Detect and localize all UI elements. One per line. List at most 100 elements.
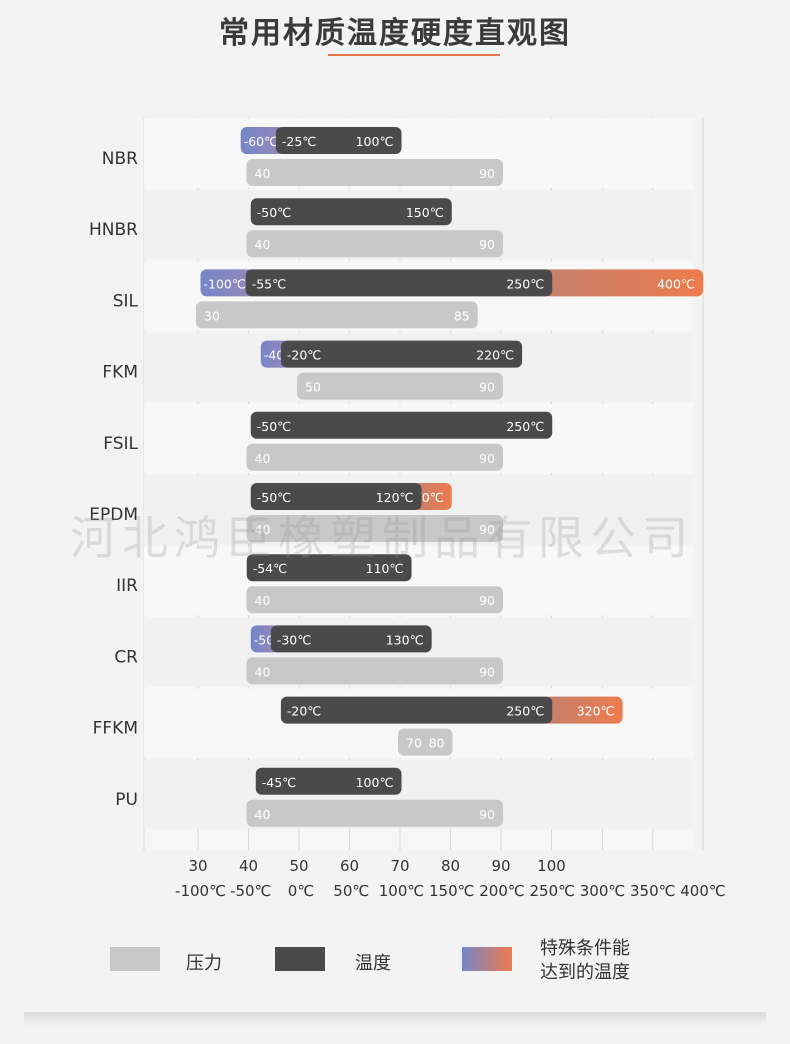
material-label: PU: [115, 790, 138, 810]
temperature-tick-label: 0℃: [288, 882, 314, 900]
temp-max-label: 250℃: [506, 704, 544, 719]
legend-temperature-label: 温度: [355, 953, 391, 974]
hardness-min-label: 30: [204, 308, 220, 323]
chart-title: 常用材质温度硬度直观图: [219, 16, 571, 51]
temp-min-label: -20℃: [287, 348, 321, 363]
hardness-min-label: 40: [255, 451, 271, 466]
hardness-tick-label: 70: [390, 857, 409, 875]
hardness-max-label: 90: [479, 451, 495, 466]
temp-max-label: 120℃: [376, 490, 414, 505]
hardness-max-label: 80: [429, 736, 445, 751]
hardness-max-label: 90: [479, 664, 495, 679]
special-high-bar: [413, 483, 452, 510]
temperature-bar: [280, 696, 553, 724]
hardness-min-label: 40: [255, 664, 271, 679]
hardness-max-label: 85: [454, 308, 470, 323]
temp-min-label: -50℃: [257, 205, 291, 220]
hardness-max-label: 90: [479, 237, 495, 252]
special-low-bar: [200, 269, 254, 297]
hardness-min-label: 40: [255, 522, 271, 537]
temperature-tick-label: -100℃: [175, 882, 226, 900]
material-label: HNBR: [89, 220, 138, 240]
legend-special-label-line2: 达到的温度: [540, 962, 630, 983]
title-underline: [328, 54, 500, 56]
legend-special-label-line1: 特殊条件能: [540, 938, 630, 959]
special-high-label: 320℃: [577, 704, 615, 719]
hardness-tick-label: 60: [340, 857, 359, 875]
hardness-tick-label: 90: [491, 857, 510, 875]
material-label: FSIL: [103, 434, 138, 454]
hardness-tick-label: 30: [188, 857, 207, 875]
temp-max-label: 100℃: [356, 775, 394, 790]
material-label: NBR: [102, 149, 138, 169]
special-low-bar: [240, 127, 284, 154]
hardness-min-label: 40: [255, 807, 271, 822]
pressure-bar: [246, 586, 503, 614]
legend-special-swatch: [462, 947, 512, 971]
watermark: 河北鸿臣橡塑制品有限公司: [70, 511, 694, 565]
material-label: IIR: [116, 576, 138, 596]
temperature-bar: [245, 269, 553, 297]
material-label: CR: [114, 647, 138, 667]
special-low-label: -60℃: [244, 134, 278, 149]
hardness-min-label: 40: [255, 166, 271, 181]
temp-min-label: -30℃: [277, 632, 311, 647]
bars: -60℃ -25℃ 100℃ 40 90 -50℃ 150℃ 40 90 -100℃ 400℃ -55…: [196, 127, 703, 827]
hardness-tick-label: 80: [441, 857, 460, 875]
temperature-tick-label: 50℃: [333, 882, 369, 900]
hardness-tick-label: 50: [289, 857, 308, 875]
temperature-bar: [250, 483, 422, 510]
hardness-tick-label: 100: [537, 857, 566, 875]
legend-temperature-swatch: [275, 947, 325, 971]
material-label: FKM: [102, 363, 138, 383]
special-high-label: 400℃: [657, 276, 695, 291]
temp-min-label: -54℃: [253, 561, 287, 576]
temperature-bar: [246, 554, 412, 582]
pressure-bar: [246, 230, 503, 258]
temperature-tick-label: 200℃: [479, 882, 524, 900]
temperature-tick-label: 250℃: [530, 882, 575, 900]
material-label: EPDM: [89, 505, 138, 525]
temperature-tick-label: -50℃: [230, 882, 271, 900]
pressure-bar: [246, 799, 503, 827]
material-label: FFKM: [93, 719, 138, 739]
pressure-bar: [246, 657, 503, 685]
temp-max-label: 110℃: [366, 561, 404, 576]
temperature-bar: [250, 198, 452, 226]
temp-max-label: 130℃: [386, 632, 424, 647]
hardness-max-label: 90: [479, 593, 495, 608]
temperature-tick-label: 350℃: [630, 882, 675, 900]
temp-min-label: -50℃: [257, 490, 291, 505]
temperature-bar: [270, 625, 432, 653]
temperature-tick-label: 300℃: [580, 882, 625, 900]
bottom-shadow: [24, 1012, 766, 1026]
temperature-tick-label: 150℃: [429, 882, 474, 900]
hardness-min-label: 50: [305, 380, 321, 395]
pressure-bar: [246, 159, 503, 186]
temperature-tick-label: 100℃: [379, 882, 424, 900]
hardness-max-label: 90: [479, 166, 495, 181]
temp-max-label: 250℃: [506, 276, 544, 291]
material-label: SIL: [113, 291, 139, 311]
legend-pressure-swatch: [110, 947, 160, 971]
pressure-bar: [246, 515, 503, 542]
temperature-bar: [255, 767, 402, 795]
temp-max-label: 100℃: [356, 134, 394, 149]
temp-max-label: 150℃: [406, 205, 444, 220]
hardness-min-label: 40: [255, 593, 271, 608]
temperature-bar: [275, 127, 402, 154]
hardness-max-label: 90: [479, 380, 495, 395]
special-low-label: -100℃: [204, 276, 246, 291]
hardness-max-label: 90: [479, 522, 495, 537]
hardness-tick-label: 40: [239, 857, 258, 875]
temp-min-label: -55℃: [252, 276, 286, 291]
temp-min-label: -25℃: [282, 134, 316, 149]
hardness-min-label: 40: [255, 237, 271, 252]
special-high-bar: [544, 269, 703, 297]
pressure-bar: [398, 728, 453, 756]
special-high-bar: [544, 696, 623, 724]
temp-min-label: -20℃: [287, 704, 321, 719]
temperature-bar: [280, 340, 523, 368]
pressure-bar: [196, 301, 478, 329]
